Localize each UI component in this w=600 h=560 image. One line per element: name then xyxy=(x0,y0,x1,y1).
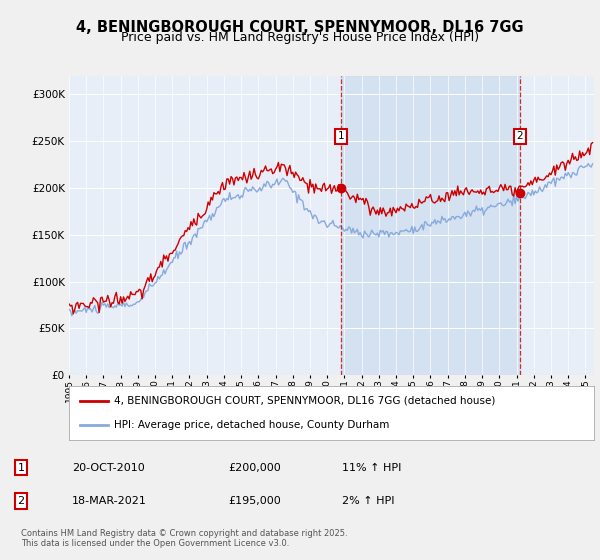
Text: 11% ↑ HPI: 11% ↑ HPI xyxy=(342,463,401,473)
Text: 2: 2 xyxy=(517,132,523,142)
Text: £200,000: £200,000 xyxy=(228,463,281,473)
Text: Price paid vs. HM Land Registry's House Price Index (HPI): Price paid vs. HM Land Registry's House … xyxy=(121,31,479,44)
Text: 18-MAR-2021: 18-MAR-2021 xyxy=(72,496,147,506)
Text: 4, BENINGBOROUGH COURT, SPENNYMOOR, DL16 7GG: 4, BENINGBOROUGH COURT, SPENNYMOOR, DL16… xyxy=(76,20,524,35)
Bar xyxy=(341,76,520,375)
Text: 2% ↑ HPI: 2% ↑ HPI xyxy=(342,496,395,506)
Text: 4, BENINGBOROUGH COURT, SPENNYMOOR, DL16 7GG (detached house): 4, BENINGBOROUGH COURT, SPENNYMOOR, DL16… xyxy=(113,396,495,406)
Text: Contains HM Land Registry data © Crown copyright and database right 2025.: Contains HM Land Registry data © Crown c… xyxy=(21,529,347,538)
Text: 2: 2 xyxy=(17,496,25,506)
Text: 20-OCT-2010: 20-OCT-2010 xyxy=(72,463,145,473)
Text: This data is licensed under the Open Government Licence v3.0.: This data is licensed under the Open Gov… xyxy=(21,539,289,548)
Text: 1: 1 xyxy=(338,132,344,142)
Text: 1: 1 xyxy=(17,463,25,473)
Text: £195,000: £195,000 xyxy=(228,496,281,506)
Text: HPI: Average price, detached house, County Durham: HPI: Average price, detached house, Coun… xyxy=(113,420,389,430)
